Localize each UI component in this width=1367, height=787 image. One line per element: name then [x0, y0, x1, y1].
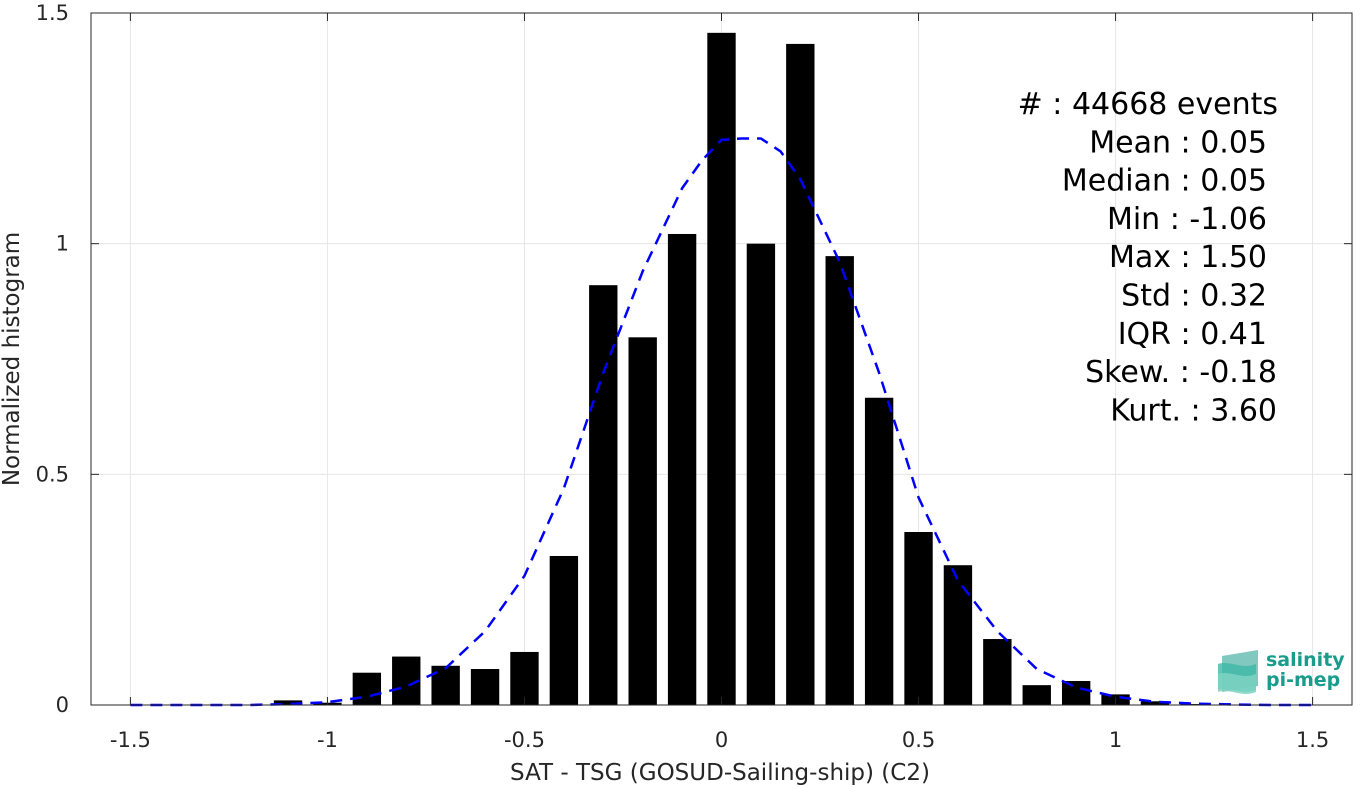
- x-tick-label: -0.5: [504, 728, 545, 752]
- histogram-bar: [1061, 681, 1091, 705]
- y-tick-label: 0.5: [36, 462, 69, 486]
- histogram-bar: [667, 233, 697, 705]
- y-tick-label: 0: [56, 693, 69, 717]
- histogram-bar: [746, 243, 776, 705]
- y-tick-label: 1: [56, 232, 69, 256]
- histogram-bar: [904, 532, 933, 705]
- histogram-bar: [983, 639, 1012, 705]
- x-tick-label: 0.5: [902, 728, 935, 752]
- stats-line: Std : 0.32: [1121, 279, 1267, 314]
- stats-line: Max : 1.50: [1109, 240, 1267, 275]
- histogram-bar: [510, 651, 539, 705]
- stats-line: Kurt. : 3.60: [1110, 393, 1277, 428]
- stats-line: IQR : 0.41: [1118, 317, 1267, 352]
- salinity-pi-mep-logo: salinity pi-mep: [1218, 649, 1345, 694]
- histogram-bar: [1022, 685, 1051, 705]
- histogram-bar: [943, 565, 973, 705]
- tick-labels: -1.5 -1 -0.5 0 0.5 1 1.5 0 0.5 1 1.5: [36, 1, 1352, 752]
- logo-line-pi-mep: pi-mep: [1266, 669, 1340, 691]
- histogram-bar: [825, 256, 854, 705]
- histogram-bar: [589, 285, 618, 705]
- histogram-bar: [864, 397, 894, 705]
- histogram-bars: [273, 32, 1209, 706]
- stats-line: Mean : 0.05: [1089, 125, 1267, 160]
- x-axis-label: SAT - TSG (GOSUD-Sailing-ship) (C2): [510, 760, 930, 786]
- y-tick-label: 1.5: [36, 1, 69, 25]
- histogram-bar: [786, 43, 815, 706]
- histogram-bar: [707, 32, 736, 705]
- y-axis-label: Normalized histogram: [0, 232, 25, 486]
- x-tick-label: 0: [715, 728, 728, 752]
- logo-line-salinity: salinity: [1266, 649, 1345, 671]
- stats-line: # : 44668 events: [1018, 87, 1278, 122]
- stats-line: Min : -1.06: [1107, 202, 1267, 237]
- histogram-bar: [628, 337, 657, 705]
- x-tick-label: 1: [1109, 728, 1122, 752]
- x-tick-label: -1.5: [110, 728, 151, 752]
- x-tick-label: -1: [317, 728, 338, 752]
- histogram-bar: [549, 555, 579, 705]
- stats-line: Median : 0.05: [1062, 164, 1267, 199]
- wave-logo-icon: [1218, 650, 1258, 694]
- histogram-bar: [352, 672, 382, 705]
- histogram-bar: [273, 700, 303, 705]
- histogram-bar: [470, 669, 500, 705]
- x-tick-label: 1.5: [1296, 728, 1329, 752]
- stats-line: Skew. : -0.18: [1085, 355, 1277, 390]
- histogram-bar: [1140, 701, 1170, 705]
